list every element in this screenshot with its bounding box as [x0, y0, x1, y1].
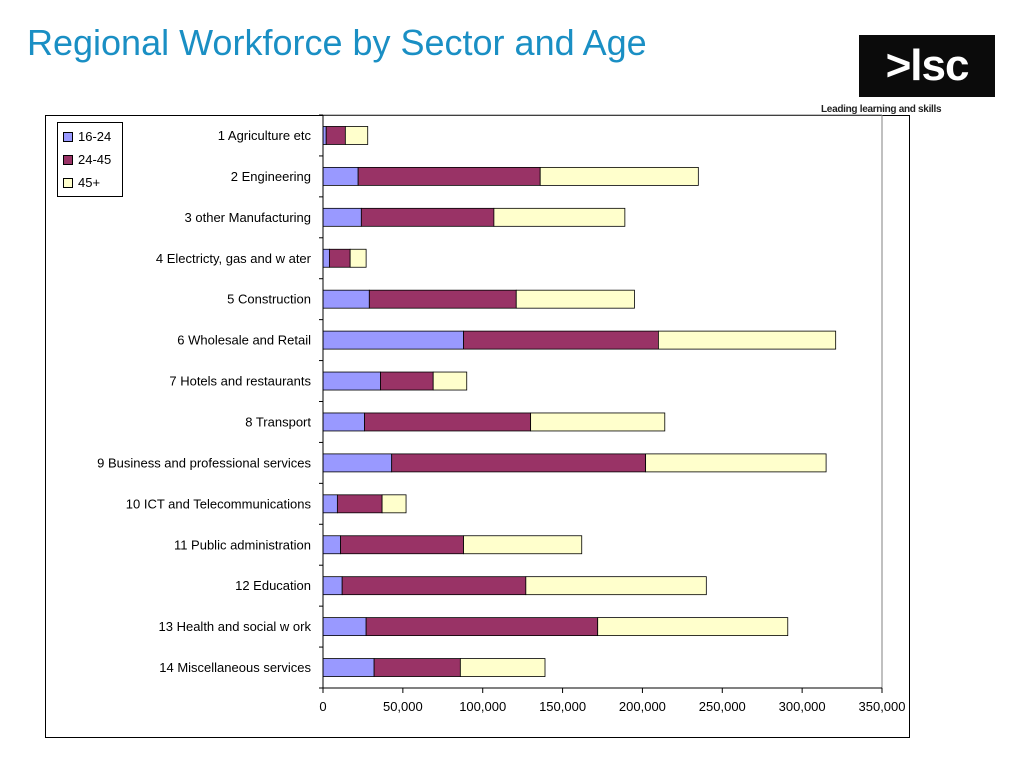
bar-1-series-2: [325, 126, 346, 145]
bar-4-series-2: [328, 248, 351, 268]
category-label-11: 11 Public administration: [174, 537, 311, 552]
bar-6-series-3: [658, 330, 837, 350]
bar-7-series-1: [322, 371, 381, 391]
bar-14-series-1: [322, 658, 375, 677]
bar-11-series-2: [340, 535, 464, 555]
bar-11-series-1: [322, 535, 341, 555]
bar-12-series-2: [341, 576, 527, 596]
category-label-2: 2 Engineering: [231, 169, 311, 184]
legend-swatch-45-plus: [63, 177, 73, 188]
bar-9-series-3: [645, 453, 827, 473]
legend-item-24-45: 24-45: [63, 148, 122, 171]
bar-4-series-3: [349, 248, 367, 268]
bar-3-series-2: [360, 207, 495, 227]
bar-9-series-1: [322, 453, 393, 473]
chart-legend: 16-24 24-45 45+: [57, 122, 123, 197]
category-label-5: 5 Construction: [227, 292, 311, 307]
bar-8-series-3: [530, 412, 666, 432]
bar-8-series-1: [322, 412, 365, 432]
category-label-6: 6 Wholesale and Retail: [177, 333, 311, 348]
bar-1-series-3: [344, 126, 369, 145]
lsc-logo: >lsc: [859, 35, 995, 97]
bar-3-series-3: [493, 207, 626, 227]
logo-tagline: Leading learning and skills: [821, 104, 942, 115]
bar-5-series-2: [368, 289, 517, 309]
bar-13-series-1: [322, 617, 367, 637]
category-label-1: 1 Agriculture etc: [218, 128, 312, 143]
bar-2-series-1: [322, 166, 359, 186]
bar-5-series-3: [515, 289, 635, 309]
bar-13-series-3: [597, 617, 789, 637]
logo-text: >lsc: [885, 41, 970, 90]
bar-5-series-1: [322, 289, 370, 309]
x-tick-label-2: 100,000: [459, 699, 506, 714]
x-tick-label-1: 50,000: [383, 699, 423, 714]
bar-10-series-3: [381, 494, 407, 514]
legend-item-45-plus: 45+: [63, 171, 122, 194]
legend-item-16-24: 16-24: [63, 125, 122, 148]
bar-3-series-1: [322, 207, 362, 227]
bar-14-series-3: [459, 658, 546, 677]
legend-label-45-plus: 45+: [78, 175, 101, 190]
bar-12-series-1: [322, 576, 343, 596]
x-tick-label-4: 200,000: [619, 699, 666, 714]
x-tick-label-3: 150,000: [539, 699, 586, 714]
slide-title: Regional Workforce by Sector and Age: [27, 22, 647, 63]
category-label-9: 9 Business and professional services: [97, 455, 311, 470]
category-label-12: 12 Education: [235, 578, 311, 593]
bar-13-series-2: [365, 617, 599, 637]
bar-10-series-1: [322, 494, 338, 514]
bar-11-series-3: [463, 535, 583, 555]
x-tick-label-6: 300,000: [779, 699, 826, 714]
bar-10-series-2: [336, 494, 383, 514]
category-label-4: 4 Electricty, gas and w ater: [156, 251, 312, 266]
bar-9-series-2: [391, 453, 647, 473]
bar-4-series-1: [322, 248, 330, 268]
bar-8-series-2: [364, 412, 532, 432]
legend-label-24-45: 24-45: [78, 152, 112, 167]
bar-14-series-2: [373, 658, 461, 677]
bar-6-series-2: [463, 330, 659, 350]
bar-7-series-3: [432, 371, 468, 391]
bar-12-series-3: [525, 576, 707, 596]
bar-6-series-1: [322, 330, 464, 350]
bar-7-series-2: [380, 371, 434, 391]
category-label-7: 7 Hotels and restaurants: [169, 374, 311, 389]
category-label-3: 3 other Manufacturing: [185, 210, 311, 225]
bar-2-series-2: [357, 166, 541, 186]
category-label-8: 8 Transport: [245, 414, 311, 429]
legend-swatch-16-24: [63, 131, 73, 142]
x-tick-label-5: 250,000: [699, 699, 746, 714]
category-label-10: 10 ICT and Telecommunications: [126, 496, 312, 511]
legend-label-16-24: 16-24: [78, 129, 112, 144]
x-tick-label-7: 350,000: [859, 699, 906, 714]
category-label-13: 13 Health and social w ork: [159, 619, 312, 634]
legend-swatch-24-45: [63, 154, 73, 165]
bar-2-series-3: [539, 166, 699, 186]
x-tick-label-0: 0: [319, 699, 326, 714]
category-label-14: 14 Miscellaneous services: [159, 660, 311, 675]
